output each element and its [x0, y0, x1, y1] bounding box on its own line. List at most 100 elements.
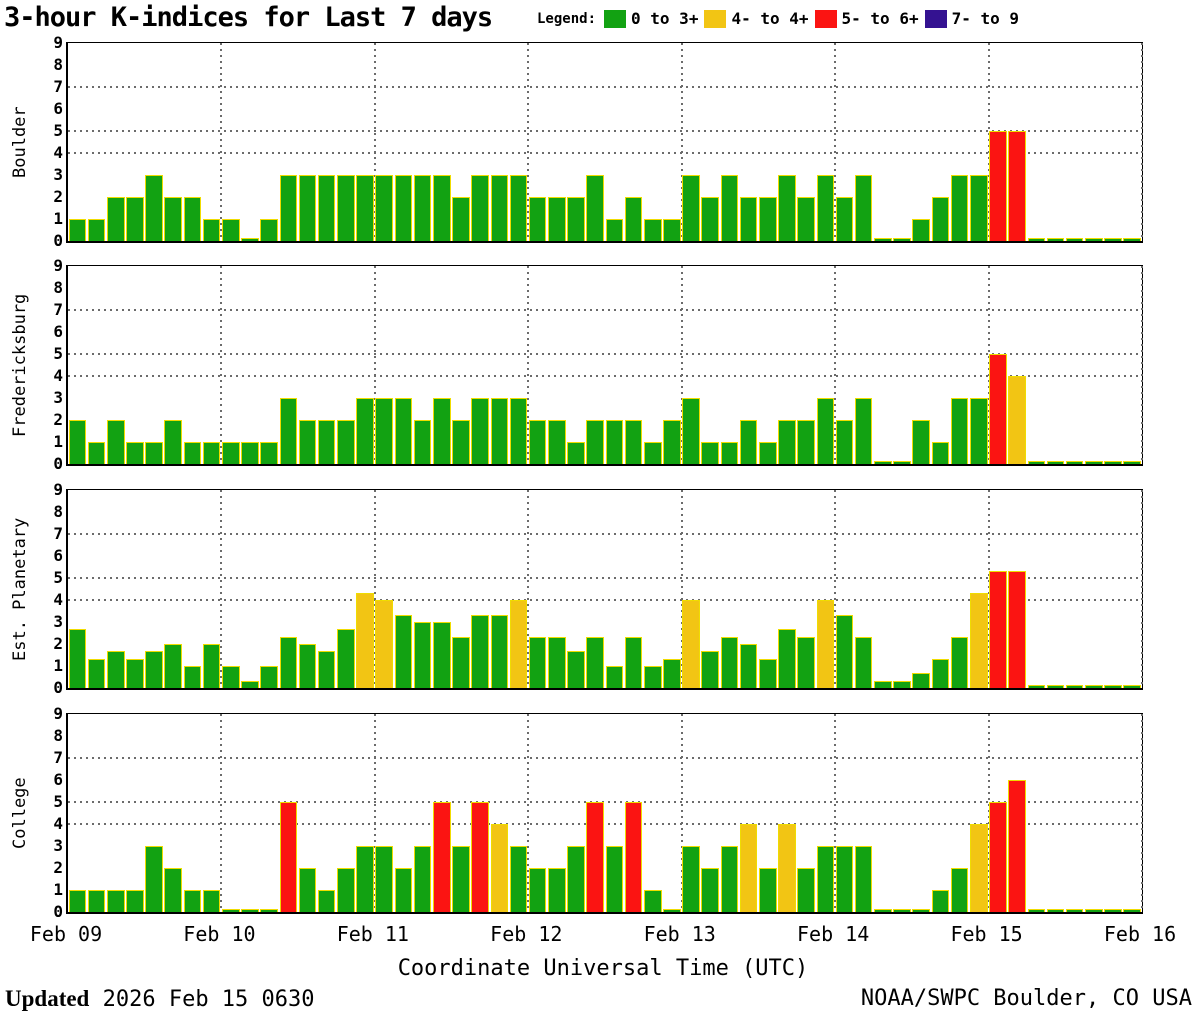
- y-tick-label: 9: [53, 33, 63, 52]
- k-index-bar: [413, 622, 432, 688]
- x-tick-label: Feb 15: [950, 922, 1023, 946]
- k-index-bar: [643, 219, 662, 241]
- k-index-bar: [682, 398, 700, 464]
- k-index-bar: [145, 175, 163, 241]
- k-index-bar: [394, 175, 413, 241]
- k-index-bar: [337, 629, 355, 688]
- gridline-day-feb-11: [373, 490, 376, 688]
- k-index-bar: [490, 614, 509, 688]
- k-index-bar: [854, 398, 873, 464]
- k-index-bar: [739, 824, 758, 912]
- k-index-bar: [222, 219, 240, 241]
- k-index-bar: [356, 398, 374, 464]
- k-index-bar: [969, 175, 988, 241]
- k-index-bar: [816, 600, 835, 688]
- k-index-bar: [432, 175, 451, 241]
- k-index-bar: [317, 651, 336, 688]
- k-index-bar: [394, 614, 413, 688]
- gridline-day-feb-14: [834, 266, 837, 464]
- chart-title: 3-hour K-indices for Last 7 days: [4, 2, 493, 33]
- gridline-y-5: [68, 130, 1142, 132]
- station-label: Fredericksburg: [10, 293, 30, 437]
- k-index-bar: [1027, 909, 1046, 912]
- k-index-bar: [106, 420, 125, 464]
- k-index-bar: [1008, 570, 1026, 688]
- k-index-bar: [394, 868, 413, 912]
- gridline-day-feb-12: [527, 714, 530, 912]
- k-index-bar: [87, 219, 106, 241]
- y-tick-label: 4: [53, 366, 63, 385]
- k-index-bar: [893, 680, 911, 688]
- k-index-bar: [1104, 685, 1122, 688]
- x-tick-label: Feb 13: [643, 922, 716, 946]
- k-index-bar: [145, 442, 163, 464]
- x-tick-label: Feb 12: [490, 922, 563, 946]
- k-index-bar: [682, 175, 700, 241]
- k-index-bar: [452, 636, 470, 688]
- k-index-bar: [528, 197, 547, 241]
- k-index-bar: [279, 398, 298, 464]
- k-index-bar: [317, 420, 336, 464]
- updated-timestamp: Updated 2026 Feb 15 0630: [5, 986, 315, 1012]
- y-tick-label: 9: [53, 704, 63, 723]
- k-index-bar: [452, 197, 470, 241]
- updated-value: 2026 Feb 15 0630: [89, 987, 315, 1012]
- k-index-bar: [1027, 238, 1046, 241]
- k-index-bar: [145, 846, 163, 912]
- k-index-bar: [432, 802, 451, 912]
- k-index-bar: [548, 636, 566, 688]
- gridline-y-7: [68, 86, 1142, 88]
- y-tick-label: 2: [53, 858, 63, 877]
- k-index-bar: [356, 175, 374, 241]
- gridline-day-feb-15: [987, 714, 990, 912]
- k-index-bar: [106, 651, 125, 688]
- x-tick-label: Feb 14: [797, 922, 870, 946]
- k-index-bar: [720, 846, 739, 912]
- k-index-bar: [1027, 461, 1046, 464]
- gridline-day-feb-10: [220, 714, 223, 912]
- k-index-bar: [471, 802, 489, 912]
- k-index-bar: [931, 658, 950, 688]
- panel-college: 0 1 2 3 4 5 6 7 8 9 College: [10, 705, 1143, 921]
- credit-text: NOAA/SWPC Boulder, CO USA: [860, 986, 1192, 1011]
- k-index-bar: [432, 398, 451, 464]
- gridline-y-5: [68, 577, 1142, 579]
- k-index-bar: [375, 846, 394, 912]
- k-index-bar: [663, 658, 681, 688]
- legend-item-label: 7- to 9: [951, 9, 1020, 28]
- y-tick-label: 6: [53, 546, 63, 565]
- k-index-bar: [528, 636, 547, 688]
- k-index-bar: [490, 824, 509, 912]
- k-index-bar: [739, 197, 758, 241]
- k-index-bar: [854, 175, 873, 241]
- k-index-bar: [567, 651, 585, 688]
- k-index-bar: [1065, 238, 1084, 241]
- k-index-bar: [912, 909, 931, 912]
- panel-boulder: 0 1 2 3 4 5 6 7 8 9 Boulder: [10, 34, 1143, 250]
- gridline-day-feb-13: [680, 714, 683, 912]
- k-index-bar: [222, 909, 240, 912]
- gridline-y-7: [68, 309, 1142, 311]
- gridline-day-feb-12: [527, 43, 530, 241]
- k-index-bar: [202, 442, 221, 464]
- k-index-bar: [989, 131, 1007, 241]
- k-index-bar: [701, 868, 720, 912]
- k-index-bar: [605, 666, 624, 688]
- k-index-bar: [222, 666, 240, 688]
- k-index-bar: [183, 197, 202, 241]
- k-index-bar: [1085, 685, 1103, 688]
- legend-swatch-3: [924, 9, 947, 28]
- k-index-bar: [989, 802, 1007, 912]
- k-index-bar: [1008, 131, 1026, 241]
- k-index-bar: [950, 868, 969, 912]
- k-index-bar: [145, 651, 163, 688]
- k-index-bar: [567, 442, 585, 464]
- y-tick-label: 1: [53, 432, 63, 451]
- k-index-bar: [893, 461, 911, 464]
- k-index-bar: [413, 175, 432, 241]
- k-index-bar: [701, 651, 720, 688]
- gridline-day-feb-15: [987, 43, 990, 241]
- k-index-bar: [874, 461, 892, 464]
- k-index-bar: [989, 570, 1007, 688]
- k-index-bar: [279, 802, 298, 912]
